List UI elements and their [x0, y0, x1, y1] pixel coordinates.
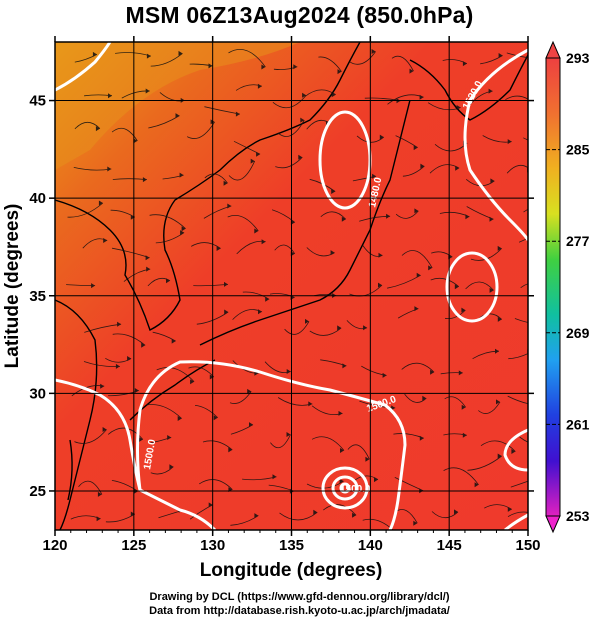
colorbar-tick-label-285: 285	[566, 142, 590, 158]
colorbar-tick-label-253: 253	[566, 508, 590, 524]
isohypse-typhoon	[321, 466, 369, 510]
page-title: MSM 06Z13Aug2024 (850.0hPa)	[125, 2, 474, 28]
footer-line-data: Data from http://database.rish.kyoto-u.a…	[149, 605, 450, 617]
x-tick-label-140: 140	[358, 537, 383, 554]
x-tick-label-145: 145	[437, 537, 462, 554]
footer-credits: Drawing by DCL (https://www.gfd-dennou.o…	[0, 590, 599, 618]
y-tick-label-45: 45	[29, 93, 46, 110]
coastlines	[55, 42, 528, 530]
y-axis-label: Latitude (degrees)	[2, 204, 23, 369]
colorbar-gradient	[545, 57, 561, 517]
x-axis-label: Longitude (degrees)	[200, 560, 383, 581]
warm-region-northwest	[55, 42, 300, 170]
isohypse-high-east	[445, 251, 499, 323]
y-tick-label-25: 25	[29, 483, 46, 500]
colorbar-tick-label-293: 293	[566, 50, 590, 66]
x-axis: 120 125 130 135 140 145 150	[42, 36, 541, 554]
colorbar-max-arrow	[545, 40, 561, 59]
y-tick-label-30: 30	[29, 385, 46, 402]
colorbar-tick-label-261: 261	[566, 416, 590, 432]
x-tick-label-150: 150	[515, 537, 540, 554]
x-tick-label-120: 120	[42, 537, 67, 554]
isohypse-1500	[136, 360, 407, 530]
x-tick-label-135: 135	[279, 537, 304, 554]
map-plot-area: 1520.0 1480.0 1500.0 1500.0 1500.0	[55, 42, 528, 530]
map-grid	[55, 42, 528, 530]
isohypse-northwest	[55, 42, 112, 92]
colorbar-tick-label-269: 269	[566, 325, 590, 341]
isohypse-1520	[463, 48, 528, 241]
x-tick-label-125: 125	[121, 537, 146, 554]
isohypse-label-1500-typhoon: 1500.0	[340, 484, 371, 495]
colorbar-tick-label-277: 277	[566, 233, 590, 249]
y-axis: 25 30 35 40 45	[29, 93, 534, 500]
isohypse-label-1500-west: 1500.0	[142, 438, 158, 470]
y-tick-label-35: 35	[29, 288, 46, 305]
y-tick-label-40: 40	[29, 190, 46, 207]
x-tick-label-130: 130	[200, 537, 225, 554]
isohypse-southeast	[503, 428, 528, 472]
colorbar-min-arrow	[545, 515, 561, 534]
colorbar: 293 285 277 269 261 253	[545, 40, 590, 534]
footer-line-drawing: Drawing by DCL (https://www.gfd-dennou.o…	[149, 591, 450, 603]
